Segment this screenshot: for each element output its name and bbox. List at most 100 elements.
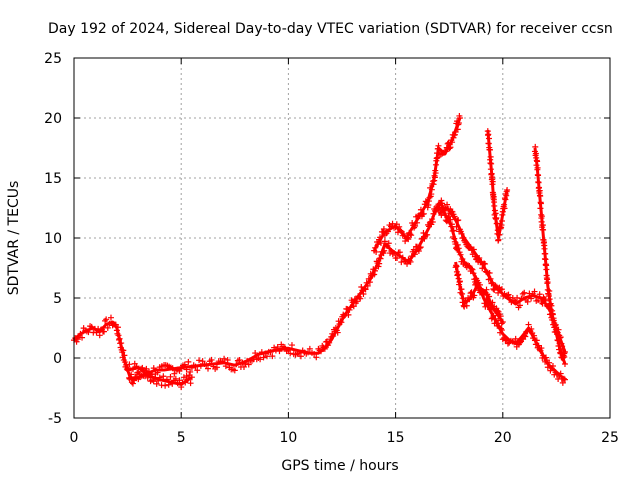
data-point xyxy=(364,282,371,289)
data-point xyxy=(187,380,194,387)
data-point xyxy=(532,143,539,150)
data-point xyxy=(150,365,157,372)
data-point xyxy=(447,144,454,151)
data-point xyxy=(494,307,501,314)
data-point xyxy=(457,251,464,258)
data-point xyxy=(287,350,294,357)
y-tick-label: 0 xyxy=(53,351,62,367)
data-point xyxy=(203,362,210,369)
data-point xyxy=(556,346,563,353)
data-point xyxy=(487,153,494,160)
data-point xyxy=(501,205,508,212)
data-point xyxy=(470,270,477,277)
data-point xyxy=(176,377,183,384)
data-point xyxy=(311,351,318,358)
data-point xyxy=(490,285,497,292)
series-spike-19 xyxy=(484,128,511,244)
data-point xyxy=(458,230,465,237)
data-point xyxy=(183,372,190,379)
data-point xyxy=(471,253,478,260)
data-point xyxy=(446,145,453,152)
data-point xyxy=(505,291,512,298)
data-point xyxy=(276,348,283,355)
data-point xyxy=(197,362,204,369)
data-point xyxy=(136,370,143,377)
data-point xyxy=(518,295,525,302)
data-point xyxy=(77,330,84,337)
data-point xyxy=(489,178,496,185)
grid xyxy=(74,58,610,418)
data-point xyxy=(347,304,354,311)
data-point xyxy=(544,364,551,371)
data-point xyxy=(494,220,501,227)
data-point xyxy=(504,340,511,347)
data-point xyxy=(482,303,489,310)
data-point xyxy=(447,216,454,223)
data-point xyxy=(502,196,509,203)
data-point xyxy=(358,284,365,291)
data-point xyxy=(126,361,133,368)
data-point xyxy=(493,214,500,221)
data-point xyxy=(439,200,446,207)
data-point xyxy=(486,293,493,300)
data-point xyxy=(360,291,367,298)
data-point xyxy=(467,244,474,251)
data-point xyxy=(196,357,203,364)
data-point xyxy=(543,266,550,273)
data-point xyxy=(400,230,407,237)
data-point xyxy=(143,365,150,372)
data-point xyxy=(155,377,162,384)
data-point xyxy=(445,213,452,220)
data-point xyxy=(377,255,384,262)
data-point xyxy=(451,131,458,138)
data-point xyxy=(417,206,424,213)
data-point xyxy=(465,262,472,269)
data-point xyxy=(120,347,127,354)
data-point xyxy=(239,359,246,366)
data-point xyxy=(124,366,131,373)
data-point xyxy=(459,255,466,262)
data-point xyxy=(372,244,379,251)
data-point xyxy=(222,363,229,370)
data-point xyxy=(263,353,270,360)
data-point xyxy=(516,339,523,346)
data-point xyxy=(167,373,174,380)
data-point xyxy=(103,316,110,323)
data-point xyxy=(524,298,531,305)
data-point xyxy=(432,170,439,177)
data-point xyxy=(453,223,460,230)
data-point xyxy=(466,296,473,303)
data-point xyxy=(144,374,151,381)
data-point xyxy=(101,328,108,335)
data-point xyxy=(129,380,136,387)
data-point xyxy=(512,335,519,342)
data-point xyxy=(213,364,220,371)
data-point xyxy=(285,346,292,353)
data-point xyxy=(354,298,361,305)
data-point xyxy=(420,210,427,217)
data-point xyxy=(546,288,553,295)
data-point xyxy=(487,166,494,173)
data-point xyxy=(486,146,493,153)
series-spike-21 xyxy=(531,143,568,367)
data-point xyxy=(476,255,483,262)
data-point xyxy=(192,363,199,370)
data-point xyxy=(406,257,413,264)
data-point xyxy=(178,384,185,391)
data-point xyxy=(414,219,421,226)
data-point xyxy=(154,369,161,376)
data-point xyxy=(473,280,480,287)
data-point xyxy=(267,349,274,356)
data-point xyxy=(560,352,567,359)
data-point xyxy=(153,380,160,387)
data-point xyxy=(528,295,535,302)
data-point xyxy=(114,324,121,331)
data-point xyxy=(258,349,265,356)
data-point xyxy=(306,345,313,352)
data-point xyxy=(490,312,497,319)
data-point xyxy=(461,259,468,266)
y-tick-label: 10 xyxy=(44,231,62,247)
data-point xyxy=(375,241,382,248)
data-point xyxy=(468,289,475,296)
data-point xyxy=(407,231,414,238)
